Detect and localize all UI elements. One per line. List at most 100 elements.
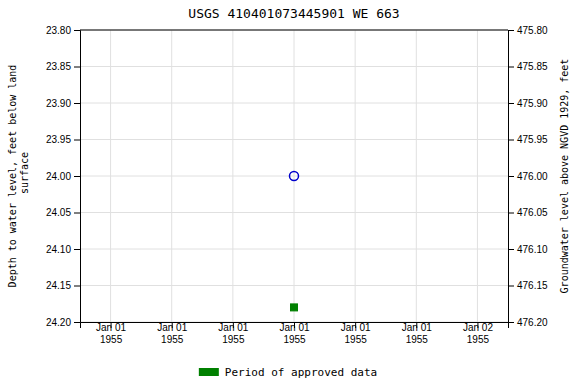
y-tick-mark	[74, 213, 80, 214]
y-tick: 23.95	[46, 134, 80, 145]
grid-line-y	[80, 139, 508, 140]
point-open-circle	[290, 172, 299, 181]
x-tick-label: Jan 011955	[402, 322, 432, 345]
x-tick: Jan 011955	[402, 322, 432, 345]
x-tick-label: Jan 011955	[341, 322, 371, 345]
y-tick-label: 24.15	[46, 280, 71, 291]
grid-line-y	[80, 249, 508, 250]
x-tick-label: Jan 011955	[279, 322, 309, 345]
y2-axis: 476.20 476.15 476.10 476.05 476.00 475.95 475.…	[508, 25, 548, 328]
text-line: 1955	[161, 334, 184, 345]
y-tick: 24.10	[46, 244, 80, 255]
x-tick-label: Jan 011955	[96, 322, 126, 345]
grid-line-y	[80, 66, 508, 67]
y-tick-mark	[74, 140, 80, 141]
chart: Jan 011955Jan 011955Jan 011955Jan 011955…	[0, 0, 576, 384]
y-tick-mark	[74, 103, 80, 104]
text-line: 1955	[283, 334, 306, 345]
y2-tick: 475.85	[508, 61, 548, 72]
text-line: 1955	[345, 334, 368, 345]
text-line: 1955	[406, 334, 429, 345]
y2-tick-mark	[508, 286, 514, 287]
text-line: Jan 01	[341, 322, 371, 333]
y-axis-line	[74, 31, 81, 323]
text-line: Jan 01	[96, 322, 126, 333]
y2-tick: 476.00	[508, 171, 548, 182]
text-line: 1955	[222, 334, 245, 345]
text-line: Jan 01	[402, 322, 432, 333]
plot: Jan 011955Jan 011955Jan 011955Jan 011955…	[46, 25, 548, 345]
y-tick: 24.00	[46, 171, 80, 182]
y2-tick: 476.15	[508, 280, 548, 291]
text-line: Jan 01	[218, 322, 248, 333]
point-square	[291, 304, 298, 311]
y2-axis-line	[509, 31, 515, 323]
x-tick: Jan 011955	[218, 322, 248, 345]
y2-tick-label: 475.80	[517, 25, 548, 36]
legend-swatch	[199, 368, 219, 376]
grid-line-y	[80, 285, 508, 286]
y-tick-label: 23.95	[46, 134, 71, 145]
y-tick-mark	[74, 322, 80, 323]
y2-tick-mark	[508, 140, 514, 141]
y-tick: 24.15	[46, 280, 80, 291]
text-line: Groundwater level above NGVD 1929, feet	[559, 59, 570, 294]
text-line: Jan 01	[157, 322, 187, 333]
y-tick-label: 24.05	[46, 207, 71, 218]
grid-line-y	[80, 103, 508, 104]
y2-tick: 475.80	[508, 25, 548, 36]
y-tick-label: 23.85	[46, 61, 71, 72]
grid-line-y	[80, 30, 508, 31]
y2-tick-mark	[508, 176, 514, 177]
text-line: Jan 01	[279, 322, 309, 333]
title: USGS 410401073445901 WE 663	[188, 6, 399, 21]
y-tick-mark	[74, 30, 80, 31]
y2-tick-mark	[508, 67, 514, 68]
y2-tick-mark	[508, 249, 514, 250]
legend: Period of approved data	[199, 366, 377, 379]
legend-label: Period of approved data	[225, 366, 377, 379]
text-line: 1955	[100, 334, 123, 345]
y2-tick-label: 475.90	[517, 98, 548, 109]
text-line: 1955	[467, 334, 490, 345]
y-axis-title: Depth to water level, feet below land su…	[7, 65, 30, 288]
y2-tick-label: 476.05	[517, 207, 548, 218]
x-tick: Jan 011955	[157, 322, 187, 345]
y-axis: 23.80 23.85 23.90 23.95 24.00 24.05 24.10 24.15…	[46, 25, 81, 328]
x-tick: Jan 011955	[279, 322, 309, 345]
text-line: Depth to water level, feet below land	[7, 65, 18, 288]
x-tick-label: Jan 011955	[157, 322, 187, 345]
grid	[80, 30, 508, 322]
x-tick: Jan 011955	[96, 322, 126, 345]
points	[290, 172, 299, 311]
y-tick-mark	[74, 286, 80, 287]
x-tick: Jan 011955	[341, 322, 371, 345]
y2-tick-mark	[508, 213, 514, 214]
y2-axis-title: Groundwater level above NGVD 1929, feet	[559, 59, 570, 294]
y-tick: 24.05	[46, 207, 80, 218]
y2-tick: 476.10	[508, 244, 548, 255]
x-tick-label: Jan 021955	[463, 322, 493, 345]
y2-tick: 476.20	[508, 317, 548, 328]
frame-top	[80, 30, 508, 31]
x-tick: Jan 021955	[463, 322, 493, 345]
y-tick-mark	[74, 176, 80, 177]
y2-tick-label: 476.00	[517, 171, 548, 182]
y-tick: 24.20	[46, 317, 80, 328]
text-line: Jan 02	[463, 322, 493, 333]
y-tick-label: 23.90	[46, 98, 71, 109]
y2-tick-label: 476.15	[517, 280, 548, 291]
y2-tick: 475.90	[508, 98, 548, 109]
y-tick: 23.85	[46, 61, 80, 72]
grid-line-y	[80, 176, 508, 177]
y2-tick-mark	[508, 103, 514, 104]
x-tick-label: Jan 011955	[218, 322, 248, 345]
grid-line-y	[80, 212, 508, 213]
y2-tick-label: 475.95	[517, 134, 548, 145]
y-tick-mark	[74, 249, 80, 250]
y2-tick-label: 476.10	[517, 244, 548, 255]
text-line: surface	[19, 152, 30, 200]
y-tick: 23.80	[46, 25, 80, 36]
y-tick: 23.90	[46, 98, 80, 109]
y2-tick: 476.05	[508, 207, 548, 218]
